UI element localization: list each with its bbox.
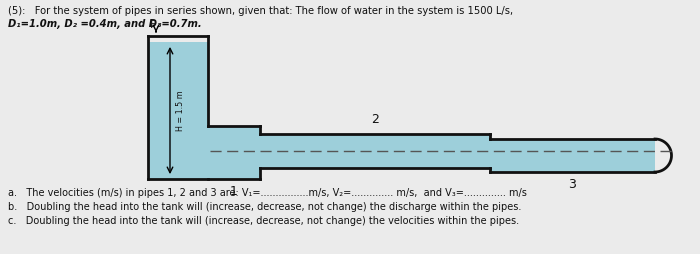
Text: H = 1.5 m: H = 1.5 m	[176, 90, 185, 131]
Bar	[260, 134, 490, 168]
Text: b.   Doubling the head into the tank will (increase, decrease, not change) the d: b. Doubling the head into the tank will …	[8, 202, 522, 212]
Text: 1: 1	[230, 185, 238, 198]
Bar	[490, 139, 655, 172]
Text: a.   The velocities (m/s) in pipes 1, 2 and 3 are: V₁=................m/s, V₂=..: a. The velocities (m/s) in pipes 1, 2 an…	[8, 188, 527, 198]
Bar	[148, 42, 208, 179]
Text: F: F	[150, 20, 156, 30]
Text: (5):   For the system of pipes in series shown, given that: The flow of water in: (5): For the system of pipes in series s…	[8, 6, 513, 16]
Bar	[208, 126, 260, 179]
Text: 3: 3	[568, 178, 576, 191]
Text: c.   Doubling the head into the tank will (increase, decrease, not change) the v: c. Doubling the head into the tank will …	[8, 216, 519, 226]
Text: D₁=1.0m, D₂ =0.4m, and D₃=0.7m.: D₁=1.0m, D₂ =0.4m, and D₃=0.7m.	[8, 19, 202, 29]
Text: 2: 2	[371, 113, 379, 126]
